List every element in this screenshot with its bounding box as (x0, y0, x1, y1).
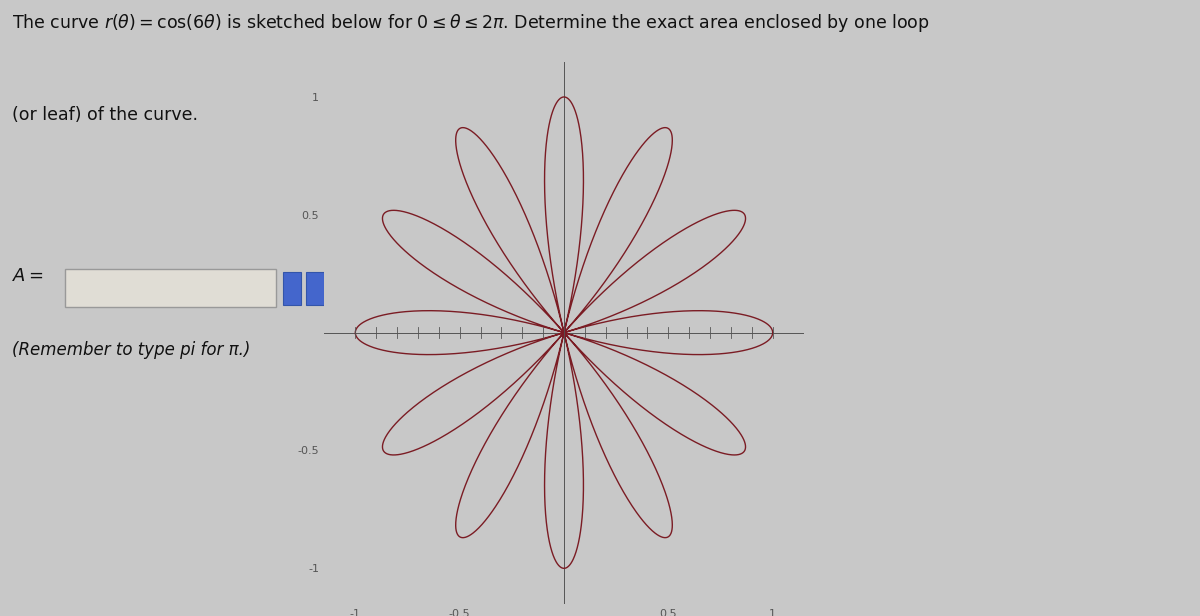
Text: (Remember to type pi for π.): (Remember to type pi for π.) (12, 341, 251, 359)
FancyBboxPatch shape (306, 272, 324, 305)
Text: The curve $r(\theta) = \cos(6\theta)$ is sketched below for $0 \leq \theta \leq : The curve $r(\theta) = \cos(6\theta)$ is… (12, 12, 930, 34)
FancyBboxPatch shape (65, 269, 276, 307)
FancyBboxPatch shape (283, 272, 301, 305)
Text: $A =$: $A =$ (12, 267, 44, 285)
Text: (or leaf) of the curve.: (or leaf) of the curve. (12, 106, 198, 124)
